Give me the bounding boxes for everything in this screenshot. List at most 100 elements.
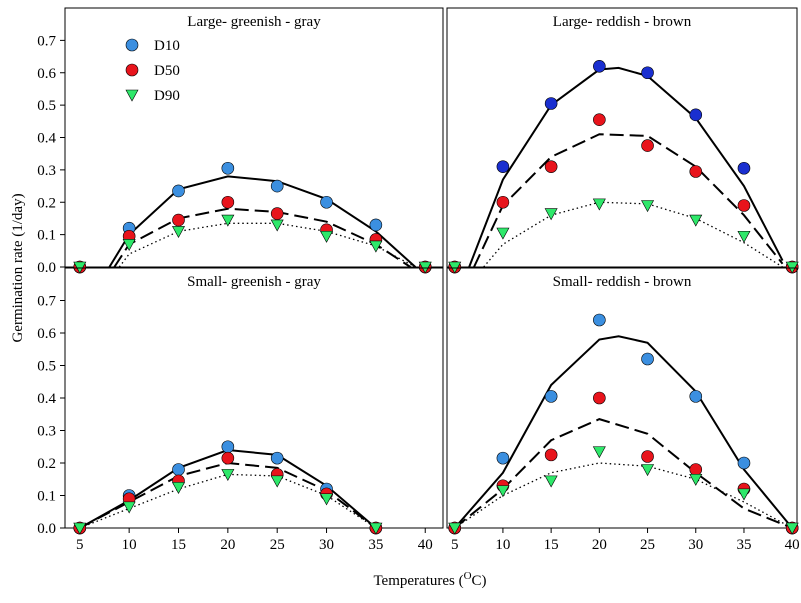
data-point	[641, 200, 655, 213]
x-label-part: Temperatures (	[373, 573, 463, 589]
data-point	[496, 485, 510, 498]
data-point	[270, 179, 284, 193]
data-point	[592, 446, 606, 459]
x-tick-label: 35	[368, 537, 383, 553]
panel-frame	[446, 267, 798, 529]
x-axis-label: Temperatures (OC)	[373, 570, 486, 589]
y-tick-label: 0.0	[37, 521, 56, 537]
data-point	[544, 448, 558, 462]
data-point	[172, 463, 185, 476]
fit-line	[454, 462, 793, 529]
data-point	[785, 522, 799, 535]
data-point	[641, 66, 654, 80]
y-tick-label: 0.7	[37, 33, 56, 49]
data-point	[122, 239, 136, 251]
x-label-sup: O	[464, 570, 472, 582]
data-point	[448, 522, 462, 535]
y-tick-label: 0.1	[37, 489, 56, 505]
panel-title: Large- greenish - gray	[187, 14, 321, 30]
fit-line	[118, 222, 416, 268]
data-point	[73, 522, 87, 535]
x-tick-label: 40	[418, 537, 433, 553]
data-point	[737, 456, 751, 470]
data-point	[320, 195, 333, 209]
data-point	[737, 161, 751, 175]
x-tick-label: 25	[270, 537, 285, 553]
fit-line	[473, 133, 784, 268]
y-tick-label: 0.0	[37, 260, 56, 276]
data-point	[270, 219, 284, 232]
x-tick-label: 35	[736, 537, 751, 553]
data-point	[320, 493, 334, 506]
y-tick-label: 0.6	[37, 326, 56, 342]
data-point	[689, 108, 703, 122]
panel-title: Large- reddish - brown	[553, 14, 692, 30]
x-label-part: C)	[472, 573, 487, 589]
data-point	[593, 313, 606, 327]
data-point	[369, 218, 383, 232]
data-point	[689, 390, 703, 403]
y-tick-label: 0.6	[37, 66, 56, 82]
y-tick-label: 0.4	[37, 131, 56, 147]
legend-marker	[125, 38, 139, 52]
x-tick-label: 10	[122, 537, 137, 553]
data-point	[689, 463, 703, 476]
legend-marker	[125, 63, 139, 77]
data-point	[221, 440, 235, 454]
x-tick-label: 20	[220, 537, 235, 553]
data-point	[369, 522, 383, 535]
x-tick-label: 10	[495, 537, 510, 553]
y-axis-label: Germination rate (1/day)	[10, 193, 26, 342]
legend-label: D10	[154, 38, 180, 54]
panel-frame	[446, 7, 798, 268]
x-tick-label: 40	[785, 537, 800, 553]
data-point	[641, 464, 655, 477]
fit-line	[468, 66, 784, 268]
data-point	[221, 469, 235, 482]
data-point	[171, 226, 186, 239]
y-tick-label: 0.5	[37, 98, 56, 114]
fit-line	[108, 175, 417, 268]
data-point	[689, 214, 703, 227]
data-point	[221, 195, 235, 209]
data-point	[320, 230, 334, 243]
data-point	[172, 184, 185, 198]
legend-marker	[125, 89, 139, 102]
data-point	[737, 199, 751, 212]
data-point	[544, 97, 558, 110]
y-tick-label: 0.2	[37, 456, 56, 472]
data-point	[171, 482, 186, 495]
data-point	[221, 214, 235, 227]
data-point	[369, 240, 383, 253]
panel-title: Small- reddish - brown	[553, 274, 692, 290]
x-tick-label: 30	[319, 537, 334, 553]
data-point	[641, 352, 654, 366]
data-point	[122, 501, 136, 514]
data-point	[593, 113, 606, 126]
data-point	[270, 451, 284, 465]
x-tick-label: 20	[592, 537, 607, 553]
data-point	[172, 213, 185, 227]
legend-label: D90	[154, 88, 180, 104]
data-point	[737, 488, 751, 501]
panel-title: Small- greenish - gray	[187, 274, 321, 290]
x-tick-label: 15	[171, 537, 186, 553]
data-point	[496, 160, 510, 173]
y-tick-label: 0.7	[37, 294, 56, 310]
data-point	[496, 195, 510, 209]
data-point	[544, 475, 558, 488]
y-tick-label: 0.5	[37, 359, 56, 375]
data-point	[689, 165, 703, 178]
data-point	[641, 450, 654, 463]
fit-line	[113, 207, 411, 268]
data-point	[544, 208, 558, 221]
data-point	[496, 227, 510, 240]
fit-line	[453, 335, 793, 529]
data-point	[544, 160, 558, 173]
legend-label: D50	[154, 63, 180, 79]
panel-frame	[64, 7, 444, 268]
x-tick-label: 5	[451, 537, 459, 553]
fit-line	[483, 201, 783, 268]
y-tick-label: 0.3	[37, 424, 56, 440]
